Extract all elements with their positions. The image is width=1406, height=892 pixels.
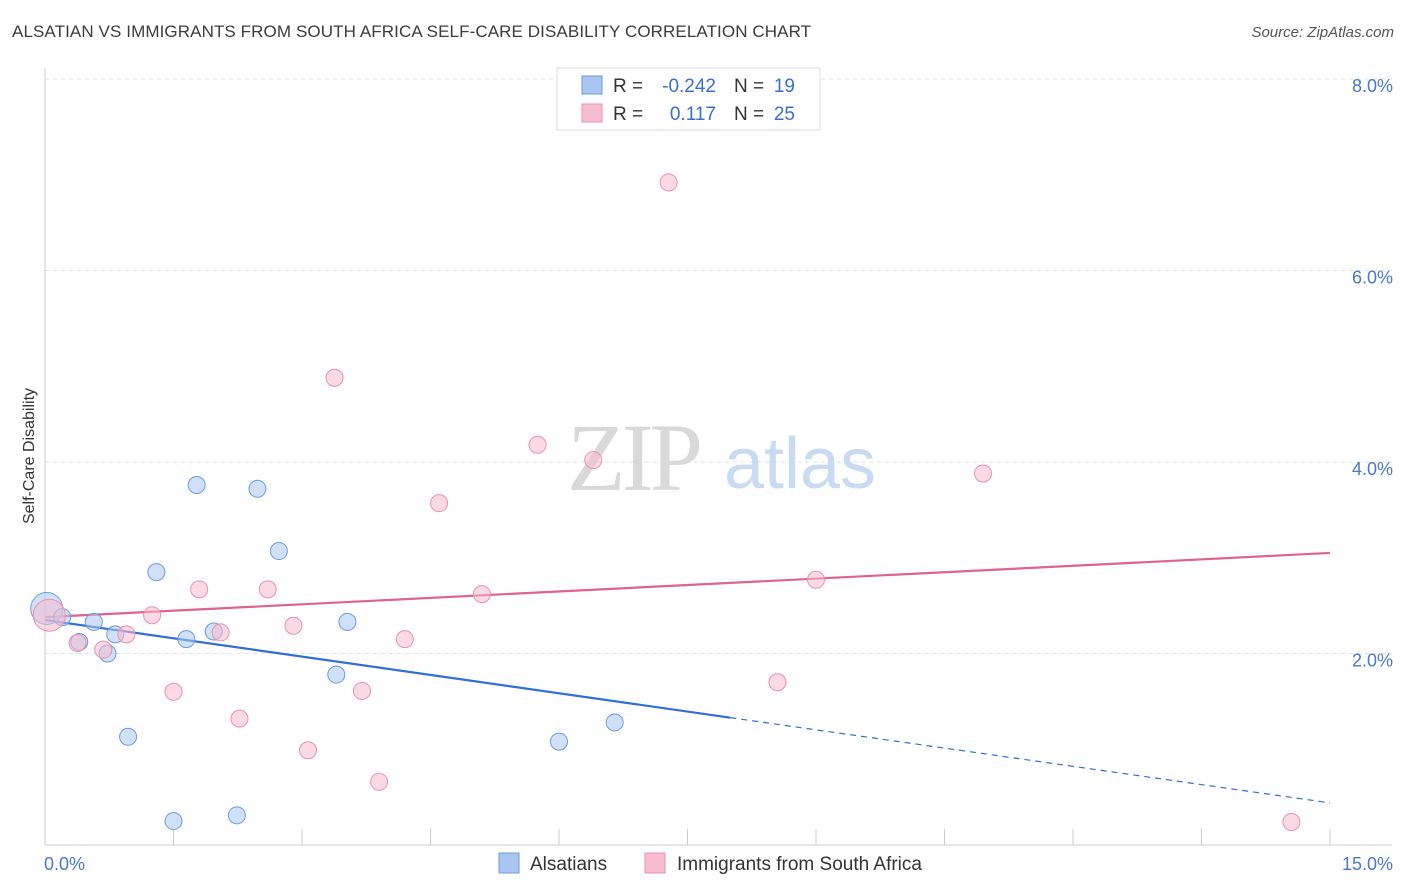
- legend-r-label: R =: [613, 104, 643, 125]
- series-legend-label: Immigrants from South Africa: [677, 854, 922, 875]
- south-africa-point: [974, 464, 993, 483]
- south-africa-point: [94, 640, 113, 659]
- south-africa-point: [32, 598, 66, 632]
- south-africa-point: [298, 741, 317, 760]
- alsatian-trend-line: [44, 618, 731, 719]
- y-tick-label: 2.0%: [1352, 651, 1393, 671]
- legend-r-label: R =: [613, 76, 643, 97]
- alsatian-point: [248, 479, 267, 498]
- legend-n-value: 25: [774, 104, 795, 125]
- source-label: Source: ZipAtlas.com: [1251, 24, 1394, 41]
- alsatian-point: [147, 563, 166, 582]
- watermark: ZIP atlas: [567, 404, 876, 511]
- south-africa-point: [430, 494, 449, 513]
- series-legend-label: Alsatians: [530, 854, 607, 875]
- alsatian-point: [227, 806, 246, 825]
- south-africa-point: [117, 625, 136, 644]
- legend-r-value: -0.242: [662, 76, 716, 97]
- x-tick-label: 15.0%: [1342, 854, 1393, 874]
- legend-swatch: [581, 75, 603, 95]
- south-africa-point: [68, 633, 87, 652]
- y-tick-label: 8.0%: [1352, 76, 1393, 96]
- south-africa-point: [768, 673, 787, 692]
- alsatian-point: [164, 812, 183, 831]
- south-africa-point: [395, 630, 414, 649]
- south-africa-point: [258, 580, 277, 599]
- south-africa-point: [325, 368, 344, 387]
- alsatian-point: [338, 612, 357, 631]
- legend-r-value: 0.117: [670, 104, 716, 125]
- y-tick-label: 6.0%: [1352, 268, 1393, 288]
- south-africa-point: [370, 772, 389, 791]
- south-africa-point: [164, 682, 183, 701]
- data-points: [30, 173, 1301, 832]
- trend-lines: [44, 551, 1331, 804]
- south-africa-point: [807, 570, 825, 589]
- alsatian-trend-extension: [730, 717, 1331, 804]
- watermark-atlas: atlas: [724, 424, 876, 504]
- alsatian-point: [269, 542, 288, 561]
- chart-title: ALSATIAN VS IMMIGRANTS FROM SOUTH AFRICA…: [12, 22, 812, 41]
- legend-n-value: 19: [774, 76, 795, 97]
- tick-labels: 2.0% 4.0% 6.0% 8.0% 0.0% 15.0%: [44, 76, 1393, 874]
- gridlines: [45, 78, 1392, 654]
- south-africa-point: [472, 585, 491, 604]
- y-axis-label: Self-Care Disability: [21, 388, 38, 524]
- alsatian-point: [605, 713, 624, 732]
- series-legend-swatch: [498, 852, 520, 874]
- series-legend: Alsatians Immigrants from South Africa: [498, 852, 922, 875]
- alsatian-point: [84, 612, 103, 631]
- south-africa-point: [584, 451, 603, 470]
- alsatian-point: [550, 732, 568, 751]
- south-africa-trend-line: [44, 551, 1331, 619]
- alsatian-point: [187, 475, 206, 494]
- legend-swatch: [581, 103, 603, 123]
- axes: [44, 68, 1392, 846]
- legend-n-label: N =: [734, 104, 764, 125]
- south-africa-point: [659, 173, 678, 192]
- x-tick-label: 0.0%: [44, 854, 85, 874]
- south-africa-point: [1282, 813, 1301, 832]
- south-africa-point: [528, 435, 547, 454]
- south-africa-point: [352, 681, 371, 700]
- y-tick-label: 4.0%: [1352, 459, 1393, 479]
- south-africa-point: [211, 623, 230, 642]
- stats-legend: R = -0.242 N = 19 R = 0.117 N = 25: [556, 67, 821, 131]
- south-africa-point: [190, 580, 209, 599]
- south-africa-point: [143, 606, 162, 625]
- south-africa-point: [230, 709, 249, 728]
- series-legend-swatch: [644, 852, 666, 874]
- alsatian-point: [119, 727, 138, 746]
- alsatian-point: [327, 665, 346, 684]
- alsatian-point: [177, 630, 196, 649]
- south-africa-point: [284, 616, 303, 635]
- legend-n-label: N =: [734, 76, 764, 97]
